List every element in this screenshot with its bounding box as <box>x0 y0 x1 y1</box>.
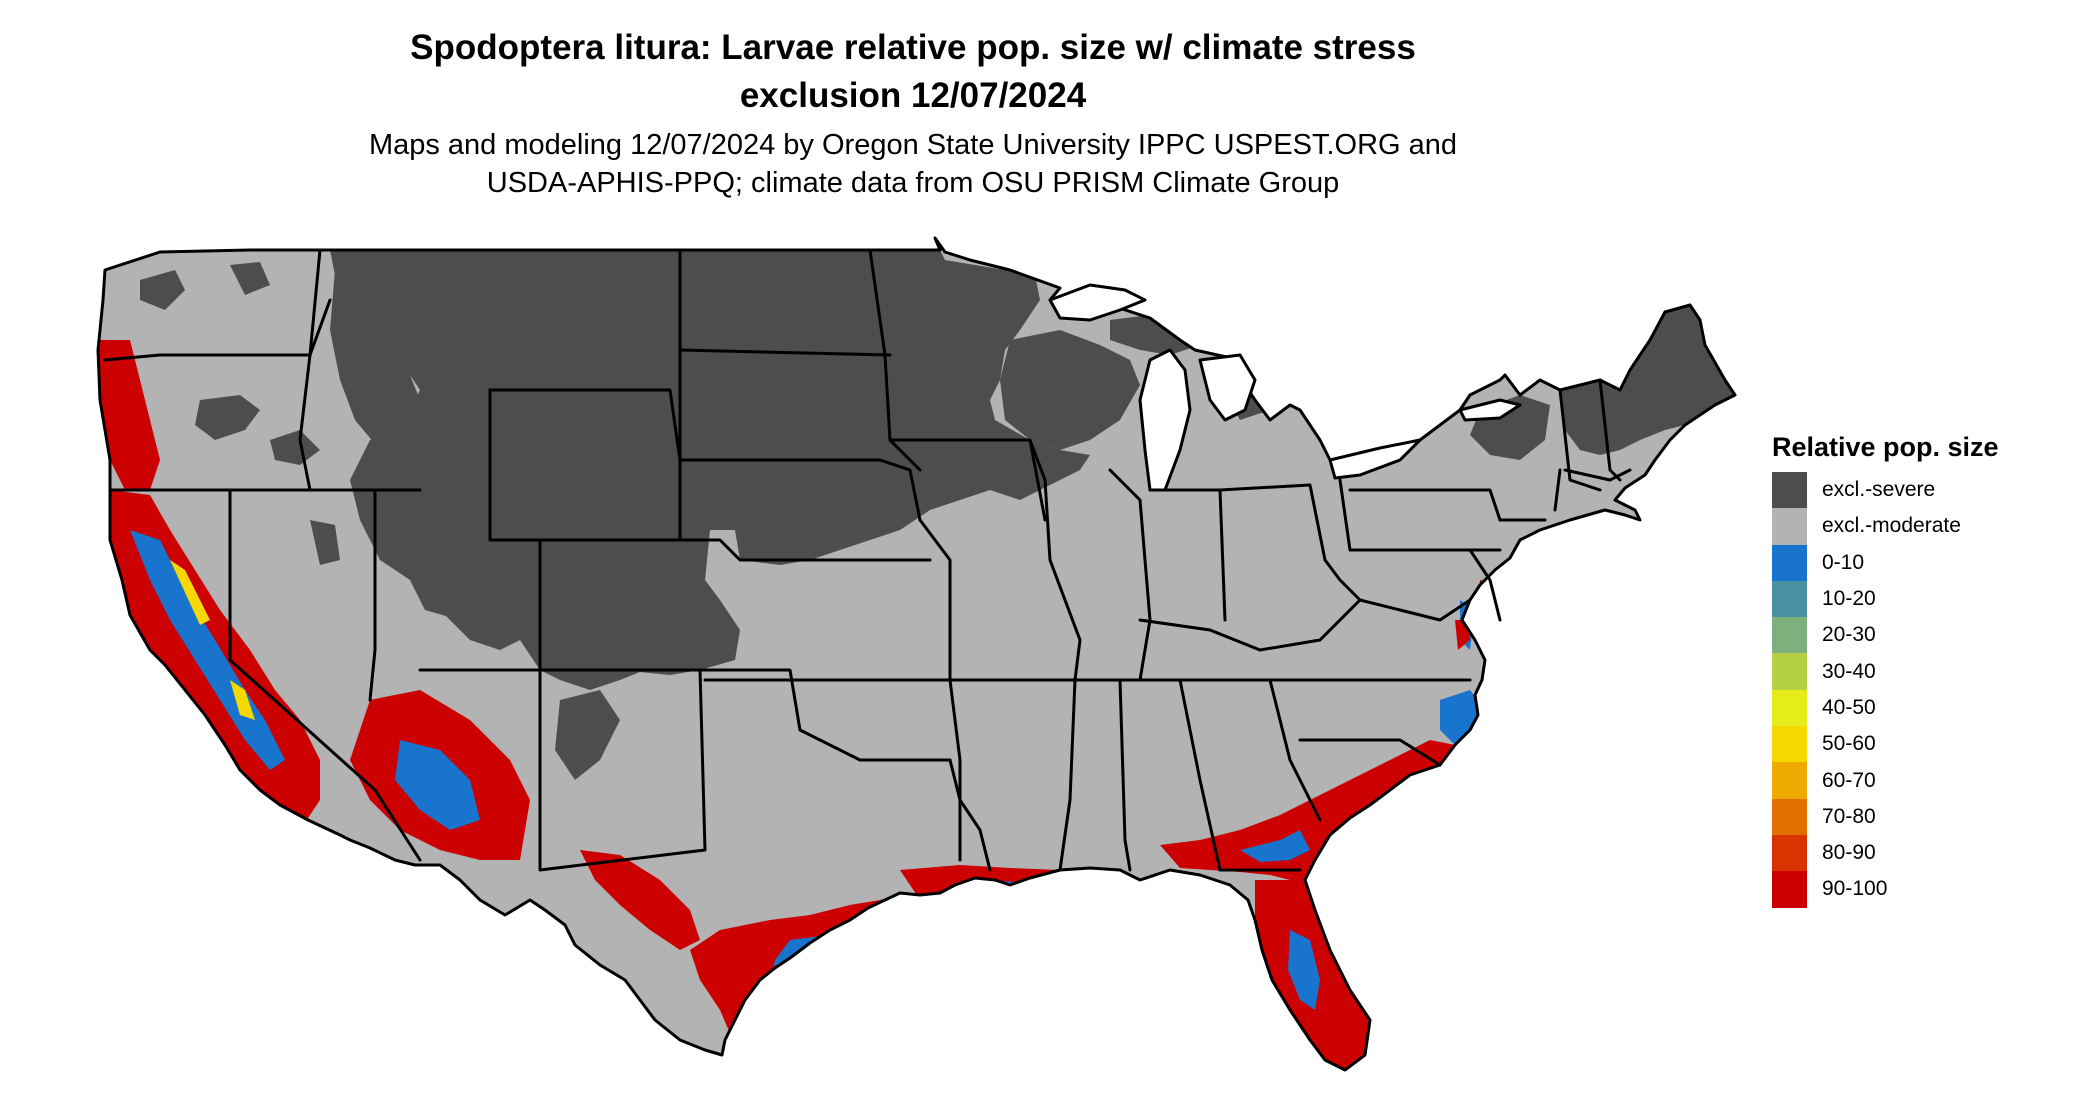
legend-label: excl.-moderate <box>1822 514 1961 538</box>
suitability-zone-southeast-coast <box>1160 740 1455 880</box>
severe-zone-new-england <box>1560 305 1735 455</box>
legend-swatch <box>1772 689 1807 727</box>
legend-label: 80-90 <box>1822 841 1876 865</box>
legend-swatch <box>1772 544 1807 581</box>
title-line-1: Spodoptera litura: Larvae relative pop. … <box>410 28 1416 67</box>
lake-superior <box>1048 283 1147 322</box>
legend-label: 40-50 <box>1822 695 1876 719</box>
legend-item: 70-80 <box>1772 798 1999 835</box>
legend-swatch <box>1772 653 1807 690</box>
subtitle-line-1: Maps and modeling 12/07/2024 by Oregon S… <box>368 129 1458 161</box>
suitability-zone-louisiana <box>900 865 1140 935</box>
legend-swatch <box>1772 798 1807 835</box>
legend-item: excl.-moderate <box>1772 508 1999 545</box>
great-lakes <box>1048 283 1522 492</box>
suitability-zone-arizona-blue <box>395 740 480 830</box>
legend-swatch <box>1772 617 1807 654</box>
suitability-zone-florida-blue <box>1288 930 1320 1010</box>
legend-label: 0-10 <box>1822 550 1865 574</box>
legend-item: 20-30 <box>1772 617 1999 654</box>
legend-label: 20-30 <box>1822 623 1876 647</box>
title-line-2: exclusion 12/07/2024 <box>739 76 1087 115</box>
severe-zone-washington <box>140 262 270 310</box>
legend-item: 40-50 <box>1772 689 1999 727</box>
legend-swatch <box>1772 726 1807 763</box>
legend-swatch <box>1772 871 1807 908</box>
legend-item: 0-10 <box>1772 544 1999 581</box>
suitability-zone-california-yellow <box>170 560 255 720</box>
legend-label: 50-60 <box>1822 732 1876 756</box>
legend-label: 10-20 <box>1822 587 1876 611</box>
subtitle-line-2: USDA-APHIS-PPQ; climate data from OSU PR… <box>486 167 1340 199</box>
suitability-zone-rio-grande <box>580 850 700 950</box>
lake-erie <box>1328 438 1422 480</box>
legend-item: 30-40 <box>1772 653 1999 690</box>
legend-swatch <box>1772 762 1807 799</box>
us-map <box>96 236 1737 1072</box>
legend-item: 90-100 <box>1772 871 1999 908</box>
map-legend: Relative pop. size excl.-severe excl.-mo… <box>1772 430 1999 908</box>
legend-swatch <box>1772 472 1807 509</box>
lake-ontario <box>1458 398 1522 422</box>
map-subtitle: Maps and modeling 12/07/2024 by Oregon S… <box>0 126 1826 202</box>
legend-label: 30-40 <box>1822 659 1876 683</box>
legend-item: 50-60 <box>1772 726 1999 763</box>
legend-title: Relative pop. size <box>1772 432 1999 462</box>
legend-label: 90-100 <box>1822 877 1888 901</box>
lake-huron <box>1198 353 1257 422</box>
legend-item: excl.-severe <box>1772 472 1999 509</box>
legend-label: 70-80 <box>1822 804 1876 828</box>
map-title: Spodoptera litura: Larvae relative pop. … <box>0 24 1826 120</box>
severe-zone-idaho <box>330 270 420 450</box>
legend-items: excl.-severe excl.-moderate 0-10 10-20 2… <box>1772 472 1999 908</box>
severe-zone-northern-plains <box>330 250 1090 690</box>
severe-zone-new-mexico <box>555 690 620 780</box>
severe-zone-wisconsin <box>1000 330 1140 450</box>
legend-swatch <box>1772 580 1807 618</box>
suitability-zone-southeast-blue <box>1240 830 1310 862</box>
legend-item: 60-70 <box>1772 762 1999 799</box>
legend-item: 80-90 <box>1772 834 1999 872</box>
severe-zone-oregon <box>195 395 320 465</box>
suitability-zone-oregon-coast <box>98 340 160 490</box>
severe-zone-utah <box>410 530 500 620</box>
suitability-zone-louisiana-blue <box>990 880 1080 925</box>
legend-item: 10-20 <box>1772 580 1999 618</box>
legend-label: excl.-severe <box>1822 478 1936 502</box>
suitability-zone-atlantic-blue <box>1440 600 1485 745</box>
legend-swatch <box>1772 834 1807 872</box>
severe-zone-nevada <box>310 520 340 565</box>
legend-swatch <box>1772 508 1807 545</box>
legend-label: 60-70 <box>1822 768 1876 792</box>
lake-michigan <box>1138 348 1192 492</box>
